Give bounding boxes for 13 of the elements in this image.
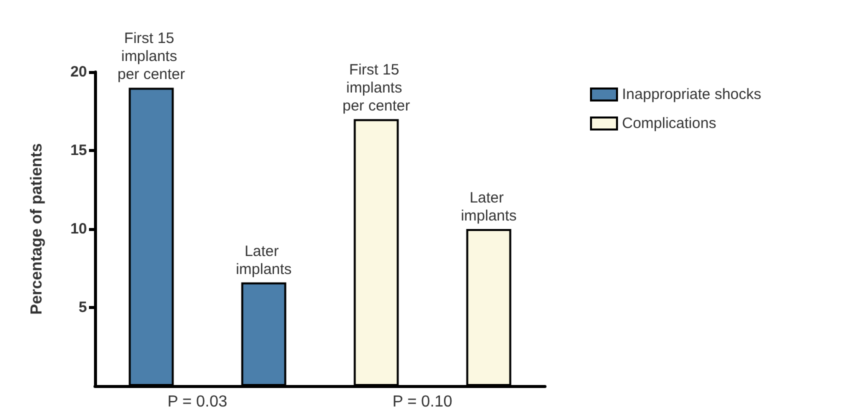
y-tick-label: 5 xyxy=(78,299,87,316)
x-tick-label: Later implants xyxy=(460,190,517,224)
y-tick-label: 20 xyxy=(70,64,87,80)
legend-label: Complications xyxy=(622,115,716,132)
text: P = 0.10 xyxy=(392,394,452,410)
y-tick-label: 10 xyxy=(70,220,87,238)
y-tick-label: 15 xyxy=(70,142,87,159)
x-tick-label: First 15 implants per center xyxy=(117,30,186,84)
y-axis-title: Percentage of patients xyxy=(28,143,46,315)
text: P = 0.03 xyxy=(168,394,228,410)
x-tick-label: First 15 implants per center xyxy=(342,62,410,115)
x-tick-label: Later implants xyxy=(236,242,292,278)
legend-label: Inappropriate shocks xyxy=(622,86,762,103)
